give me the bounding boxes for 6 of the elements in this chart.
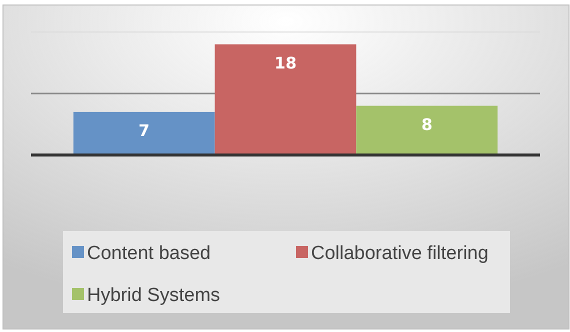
legend-label: Hybrid Systems [87, 285, 220, 306]
data-label: 7 [138, 120, 150, 140]
legend-label: Collaborative filtering [311, 243, 488, 264]
legend-label: Content based [87, 243, 211, 264]
data-label: 8 [421, 114, 432, 134]
data-label: 18 [274, 53, 297, 72]
